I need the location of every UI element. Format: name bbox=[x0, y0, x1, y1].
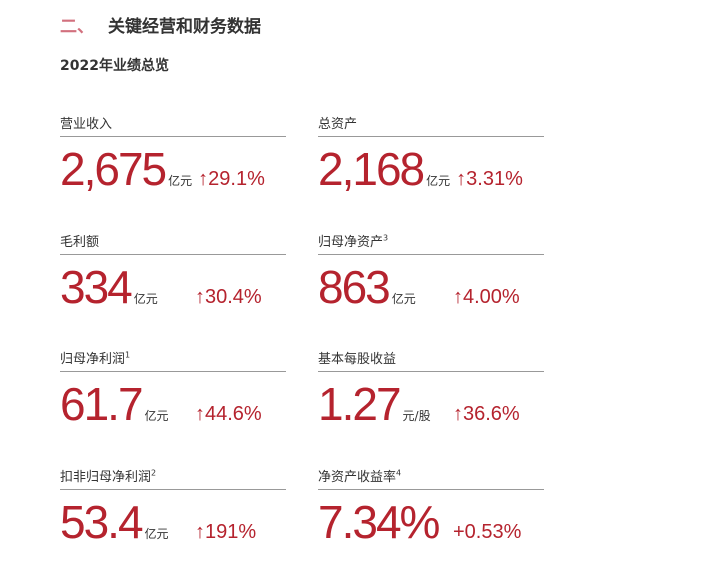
metric-value: 7.34% bbox=[318, 496, 440, 548]
metric-label-text: 归母净利润 bbox=[60, 352, 126, 367]
metric-unit: 亿元 bbox=[168, 174, 193, 188]
metric-value: 2,168 bbox=[318, 143, 425, 195]
footnote-marker: 1 bbox=[125, 350, 131, 360]
metric-value: 2,675 bbox=[60, 143, 167, 195]
metric-change: ↑3.31% bbox=[456, 168, 523, 190]
metric-value: 863 bbox=[318, 261, 391, 313]
metric-change: ↑29.1% bbox=[198, 168, 265, 190]
metric-value-group: 863 亿元 bbox=[318, 259, 453, 315]
metric-row: 7.34% +0.53% bbox=[318, 494, 544, 554]
metric-value: 1.27 bbox=[318, 378, 402, 430]
metric-value-group: 1.27 元/股 bbox=[318, 376, 453, 432]
section-title: 二、 关键经营和财务数据 bbox=[60, 12, 261, 37]
metric-label-text: 归母净资产 bbox=[318, 235, 384, 250]
metric-value-group: 2,168 亿元 bbox=[318, 141, 456, 197]
metric-card: 归母净利润1 61.7 亿元 ↑44.6% bbox=[60, 348, 286, 436]
metric-change: +0.53% bbox=[453, 521, 522, 543]
metric-unit: 亿元 bbox=[144, 409, 169, 423]
metric-label: 归母净利润1 bbox=[60, 348, 286, 372]
footnote-marker: 2 bbox=[151, 468, 157, 478]
metric-unit: 亿元 bbox=[133, 292, 158, 306]
section-number: 二、 bbox=[60, 17, 94, 37]
metric-change: ↑4.00% bbox=[453, 286, 520, 308]
metric-label-text: 毛利额 bbox=[60, 235, 100, 250]
metric-label: 净资产收益率4 bbox=[318, 466, 544, 490]
metric-value-group: 53.4 亿元 bbox=[60, 494, 195, 550]
metric-unit: 亿元 bbox=[426, 174, 451, 188]
metric-label-text: 扣非归母净利润 bbox=[60, 470, 152, 485]
metric-unit: 亿元 bbox=[144, 527, 169, 541]
metric-label-text: 营业收入 bbox=[60, 117, 113, 132]
metric-value-group: 2,675 亿元 bbox=[60, 141, 198, 197]
metric-row: 863 亿元 ↑4.00% bbox=[318, 259, 544, 319]
metric-unit: 亿元 bbox=[391, 292, 416, 306]
metric-row: 61.7 亿元 ↑44.6% bbox=[60, 376, 286, 436]
footnote-marker: 3 bbox=[383, 233, 389, 243]
metric-row: 1.27 元/股 ↑36.6% bbox=[318, 376, 544, 436]
metric-card: 扣非归母净利润2 53.4 亿元 ↑191% bbox=[60, 466, 286, 554]
metric-card: 净资产收益率4 7.34% +0.53% bbox=[318, 466, 544, 554]
metric-value: 334 bbox=[60, 261, 133, 313]
metric-card: 毛利额 334 亿元 ↑30.4% bbox=[60, 231, 286, 319]
metric-value-group: 334 亿元 bbox=[60, 259, 195, 315]
metric-value: 53.4 bbox=[60, 496, 144, 548]
metric-row: 53.4 亿元 ↑191% bbox=[60, 494, 286, 554]
metric-change: ↑191% bbox=[195, 521, 257, 543]
metric-unit: 元/股 bbox=[402, 409, 431, 423]
metric-card: 营业收入 2,675 亿元 ↑29.1% bbox=[60, 113, 286, 201]
metric-change: ↑36.6% bbox=[453, 403, 520, 425]
metric-card: 基本每股收益 1.27 元/股 ↑36.6% bbox=[318, 348, 544, 436]
metric-row: 334 亿元 ↑30.4% bbox=[60, 259, 286, 319]
metric-row: 2,168 亿元 ↑3.31% bbox=[318, 141, 544, 201]
metric-label-text: 基本每股收益 bbox=[318, 352, 397, 367]
metric-value-group: 61.7 亿元 bbox=[60, 376, 195, 432]
metric-change: ↑30.4% bbox=[195, 286, 262, 308]
metric-change: ↑44.6% bbox=[195, 403, 262, 425]
footnote-marker: 4 bbox=[396, 468, 402, 478]
metric-label: 扣非归母净利润2 bbox=[60, 466, 286, 490]
metric-card: 归母净资产3 863 亿元 ↑4.00% bbox=[318, 231, 544, 319]
section-title-text: 关键经营和财务数据 bbox=[108, 17, 261, 37]
subtitle: 2022年业绩总览 bbox=[60, 58, 169, 74]
metric-value-group: 7.34% bbox=[318, 494, 453, 550]
metric-label-text: 总资产 bbox=[318, 117, 358, 132]
metric-label-text: 净资产收益率 bbox=[318, 470, 397, 485]
metric-label: 毛利额 bbox=[60, 231, 286, 255]
metric-label: 营业收入 bbox=[60, 113, 286, 137]
metric-label: 总资产 bbox=[318, 113, 544, 137]
metric-card: 总资产 2,168 亿元 ↑3.31% bbox=[318, 113, 544, 201]
metric-row: 2,675 亿元 ↑29.1% bbox=[60, 141, 286, 201]
metric-value: 61.7 bbox=[60, 378, 144, 430]
metric-label: 基本每股收益 bbox=[318, 348, 544, 372]
metric-label: 归母净资产3 bbox=[318, 231, 544, 255]
